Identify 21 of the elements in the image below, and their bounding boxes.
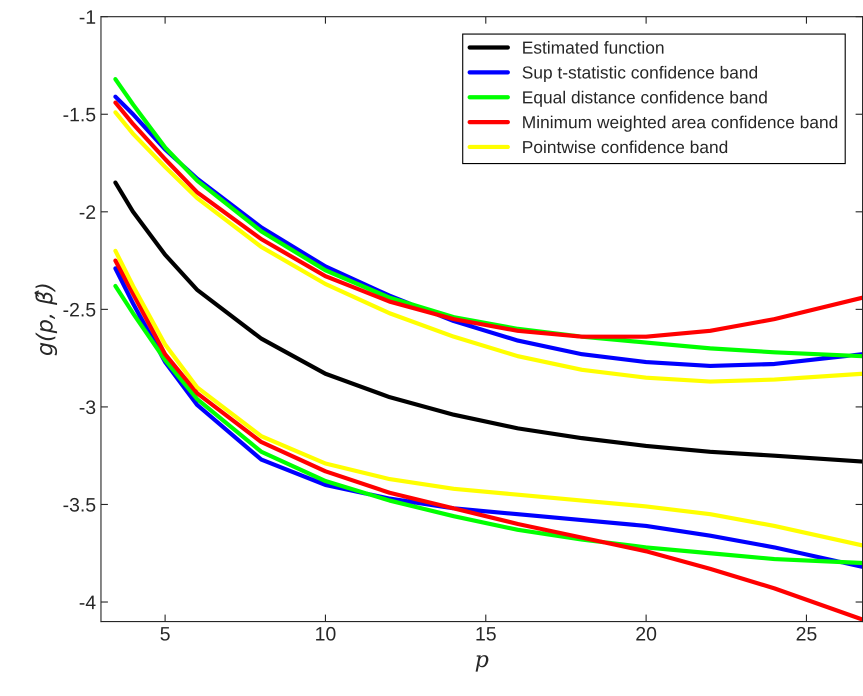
line-series [113,258,863,622]
y-tick-label: -1.5 [63,108,96,122]
y-axis-title: g(p, β̂) [34,284,58,356]
y-tick-label: -3.5 [63,498,96,512]
x-tick-label: 20 [636,626,656,641]
x-tick-label: 10 [316,626,336,641]
legend-label: Minimum weighted area confidence band [523,116,838,132]
x-tick-label: 25 [796,626,816,641]
y-tick-label: -1 [80,10,96,24]
legend-label: Sup t-statistic confidence band [522,66,758,82]
legend-label: Equal distance confidence band [523,90,767,107]
x-tick-label: 5 [160,627,170,641]
y-tick-label: -2.5 [63,302,96,317]
legend-label: Estimated function [523,41,664,54]
x-axis-title: p [476,655,488,672]
y-tick-label: -2 [80,205,96,219]
y-tick-label: -4 [80,596,96,610]
line-series [113,180,863,464]
x-tick-label: 15 [476,627,496,641]
y-tick-label: -3 [80,400,96,414]
legend-label: Pointwise confidence band [523,140,728,154]
